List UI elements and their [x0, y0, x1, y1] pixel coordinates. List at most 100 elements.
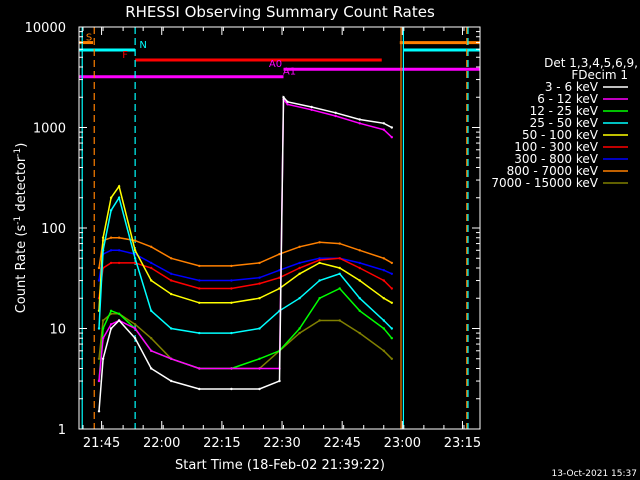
data-point: [258, 282, 261, 285]
data-point: [117, 319, 121, 322]
x-tick-label: 22:15: [203, 436, 240, 451]
data-point: [150, 367, 153, 370]
data-point: [278, 379, 281, 383]
data-point: [310, 105, 313, 109]
data-point: [282, 96, 285, 99]
data-point: [230, 367, 233, 370]
data-point: [109, 261, 113, 265]
data-point: [97, 279, 101, 282]
data-point: [382, 297, 385, 300]
data-point: [198, 367, 201, 370]
data-point: [170, 357, 173, 360]
data-point: [390, 287, 393, 290]
data-point: [338, 287, 341, 290]
data-point: [258, 367, 261, 370]
data-point: [298, 331, 301, 335]
data-point: [318, 257, 321, 260]
data-point: [358, 297, 361, 300]
x-tick-label: 22:00: [143, 436, 180, 451]
x-tick-label: 22:30: [263, 436, 300, 451]
legend-label: 3 - 6 keV: [545, 80, 599, 94]
data-point: [390, 301, 393, 304]
data-point: [382, 128, 385, 131]
data-point: [109, 323, 113, 326]
data-point: [390, 261, 393, 265]
data-point: [230, 279, 233, 282]
legend-label: 100 - 300 keV: [514, 140, 598, 154]
data-point: [170, 257, 173, 260]
data-point: [117, 249, 121, 252]
footer-timestamp: 13-Oct-2021 15:37: [552, 469, 637, 479]
data-point: [358, 118, 361, 121]
y-tick-label: 10000: [25, 21, 66, 36]
y-axis-label: Count Rate (s-1 detector-1): [13, 143, 29, 314]
data-point: [133, 239, 137, 242]
data-point: [390, 357, 393, 360]
data-point: [170, 272, 173, 275]
data-point: [150, 349, 153, 352]
data-point: [334, 111, 337, 115]
data-point: [258, 276, 261, 279]
flag-label: A0: [269, 59, 282, 70]
data-point: [97, 327, 101, 330]
data-point: [390, 136, 393, 139]
data-point: [298, 266, 301, 270]
data-point: [390, 337, 393, 340]
series-line: [98, 95, 393, 412]
data-point: [117, 312, 121, 315]
data-point: [109, 309, 113, 312]
data-point: [101, 249, 105, 252]
data-point: [382, 122, 385, 125]
data-point: [338, 272, 341, 275]
data-point: [230, 264, 233, 268]
data-point: [198, 264, 201, 268]
data-point: [318, 297, 321, 300]
data-point: [150, 245, 153, 248]
data-point: [150, 337, 153, 340]
data-point: [109, 196, 113, 199]
data-point: [258, 387, 261, 391]
legend-label: 7000 - 15000 keV: [491, 176, 598, 190]
data-point: [230, 387, 233, 391]
data-point: [382, 327, 385, 330]
data-point: [318, 258, 321, 262]
data-point: [390, 272, 393, 275]
data-point: [133, 327, 137, 330]
data-point: [358, 331, 361, 335]
vlines-layer: [81, 27, 469, 429]
data-point: [258, 357, 261, 360]
data-point: [318, 261, 321, 265]
data-point: [101, 327, 105, 330]
data-point: [358, 309, 361, 312]
data-point: [150, 279, 153, 282]
data-point: [150, 266, 153, 270]
data-point: [278, 252, 281, 256]
data-point: [318, 241, 321, 244]
data-point: [133, 323, 137, 326]
data-point: [318, 279, 321, 282]
x-tick-label: 22:45: [323, 436, 360, 451]
data-point: [334, 114, 337, 118]
legend-label: 25 - 50 keV: [530, 116, 599, 130]
data-point: [117, 196, 121, 199]
data-point: [97, 410, 101, 413]
data-point: [101, 319, 105, 322]
data-point: [298, 297, 301, 300]
data-point: [117, 185, 121, 188]
data-point: [338, 242, 341, 245]
data-point: [258, 261, 261, 265]
data-point: [230, 287, 233, 290]
data-point: [109, 236, 113, 239]
flag-label: S: [86, 33, 92, 44]
data-point: [97, 357, 101, 360]
x-tick-label: 23:15: [444, 436, 481, 451]
data-point: [101, 337, 105, 340]
data-point: [101, 236, 105, 239]
data-point: [150, 309, 153, 312]
flag-label: N: [139, 40, 146, 51]
data-point: [230, 331, 233, 335]
data-point: [286, 100, 289, 104]
data-point: [97, 379, 101, 383]
